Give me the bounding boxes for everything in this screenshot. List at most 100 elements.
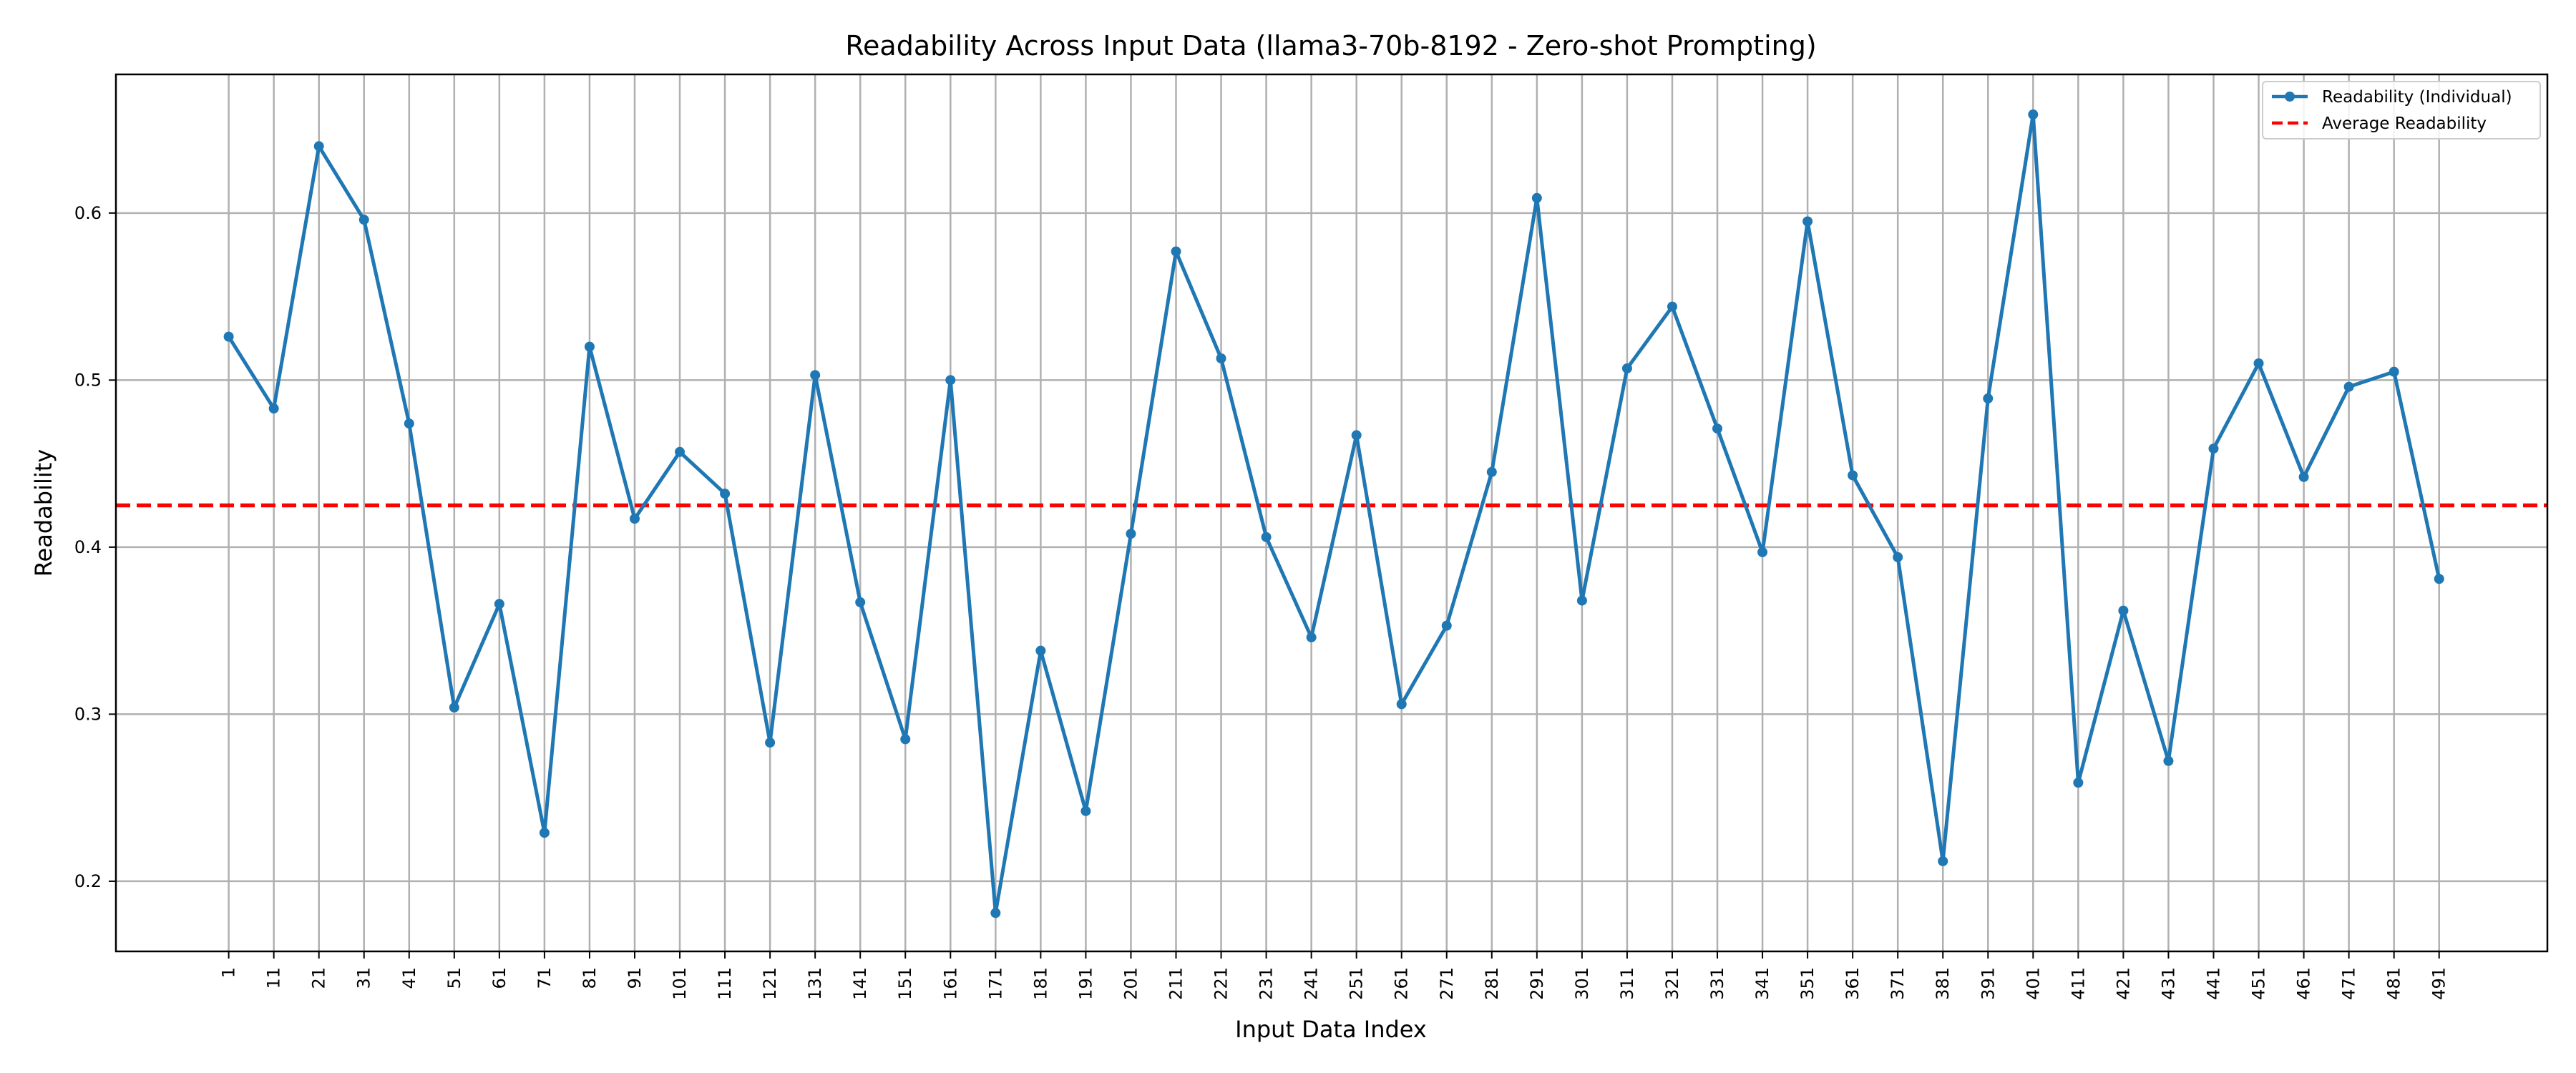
data-point xyxy=(494,599,504,609)
data-point xyxy=(990,908,1001,918)
legend-label-average: Average Readability xyxy=(2322,114,2487,133)
data-point xyxy=(584,341,595,352)
data-point xyxy=(1306,632,1317,642)
data-point xyxy=(1441,620,1452,631)
data-point xyxy=(1621,363,1632,374)
x-tick-label: 201 xyxy=(1121,967,1141,1000)
legend: Readability (Individual) Average Readabi… xyxy=(2262,81,2541,139)
x-axis-label: Input Data Index xyxy=(1235,1016,1427,1043)
data-point xyxy=(2028,109,2039,120)
data-point xyxy=(1396,699,1407,710)
data-point xyxy=(2343,381,2354,392)
x-tick-label: 431 xyxy=(2158,967,2178,1000)
legend-box xyxy=(2262,81,2541,139)
y-tick-label: 0.6 xyxy=(74,203,102,223)
x-tick-label: 331 xyxy=(1707,967,1727,1000)
y-tick-label: 0.2 xyxy=(74,871,102,891)
x-tick-label: 141 xyxy=(850,967,870,1000)
readability-series-line xyxy=(227,112,2441,915)
data-point xyxy=(2073,778,2084,788)
x-tick-label: 451 xyxy=(2249,967,2269,1000)
x-tick-label: 301 xyxy=(1572,967,1592,1000)
data-point xyxy=(2298,471,2309,482)
data-point xyxy=(1035,645,1046,656)
data-point xyxy=(268,403,279,414)
data-point xyxy=(1712,423,1723,434)
data-point xyxy=(765,738,776,748)
x-tick-label: 371 xyxy=(1888,967,1908,1000)
x-tick-label: 341 xyxy=(1752,967,1772,1000)
x-tick-label: 31 xyxy=(354,967,374,989)
data-point xyxy=(2434,574,2444,584)
data-point xyxy=(1983,393,1994,404)
x-tick-label: 131 xyxy=(805,967,825,1000)
data-point xyxy=(900,734,911,745)
data-point xyxy=(1938,856,1948,866)
x-tick-label: 291 xyxy=(1527,967,1547,1000)
x-tick-label: 251 xyxy=(1347,967,1367,1000)
x-tick-label: 311 xyxy=(1617,967,1637,1000)
data-point xyxy=(2163,755,2174,766)
x-tick-label: 191 xyxy=(1075,967,1096,1000)
x-tick-label: 231 xyxy=(1257,967,1277,1000)
x-tick-label: 351 xyxy=(1797,967,1818,1000)
data-point xyxy=(810,370,821,381)
y-tick-label: 0.3 xyxy=(74,704,102,724)
data-point xyxy=(449,702,459,713)
x-tick-label: 91 xyxy=(625,967,645,989)
legend-marker-individual xyxy=(2285,92,2295,102)
x-tick-label: 421 xyxy=(2113,967,2133,1000)
x-tick-label: 61 xyxy=(489,967,509,989)
data-point xyxy=(2208,444,2219,454)
data-point xyxy=(1848,470,1858,481)
x-tick-label: 271 xyxy=(1437,967,1457,1000)
data-point xyxy=(1576,595,1587,606)
data-point xyxy=(1216,353,1226,363)
data-point xyxy=(223,331,234,342)
x-tick-label: 391 xyxy=(1978,967,1998,1000)
y-tick-label: 0.4 xyxy=(74,537,102,557)
x-tick-label: 81 xyxy=(580,967,600,989)
x-tick-label: 21 xyxy=(309,967,329,989)
x-tick-label: 461 xyxy=(2294,967,2314,1000)
data-point xyxy=(1351,430,1362,441)
x-tick-label: 121 xyxy=(760,967,780,1000)
x-tick-label: 241 xyxy=(1302,967,1322,1000)
x-tick-label: 71 xyxy=(535,967,555,989)
y-axis-ticks: 0.2 0.3 0.4 0.5 0.6 xyxy=(74,203,116,891)
data-point xyxy=(2118,605,2129,616)
data-point xyxy=(1171,246,1181,257)
data-point xyxy=(675,446,686,457)
x-tick-label: 361 xyxy=(1843,967,1863,1000)
data-point xyxy=(1757,547,1768,557)
y-tick-label: 0.5 xyxy=(74,370,102,390)
x-tick-label: 261 xyxy=(1392,967,1412,1000)
x-tick-label: 411 xyxy=(2068,967,2088,1000)
x-tick-label: 401 xyxy=(2023,967,2043,1000)
data-point xyxy=(2389,366,2399,377)
data-point xyxy=(945,375,956,386)
x-tick-label: 111 xyxy=(715,967,735,1000)
x-tick-label: 211 xyxy=(1166,967,1186,1000)
x-axis-ticks: 1 11 21 31 41 51 61 71 81 91 101 111 121 131 141 151 161… xyxy=(219,951,2449,1000)
x-tick-label: 11 xyxy=(264,967,284,989)
data-point xyxy=(2253,358,2264,368)
data-point xyxy=(1893,552,1903,562)
data-point xyxy=(1667,301,1677,312)
grid-lines xyxy=(116,74,2547,951)
x-tick-label: 481 xyxy=(2384,967,2404,1000)
x-tick-label: 101 xyxy=(670,967,690,1000)
x-tick-label: 51 xyxy=(444,967,464,989)
data-point xyxy=(1126,529,1136,539)
x-tick-label: 161 xyxy=(940,967,960,1000)
data-point xyxy=(404,418,414,429)
chart-title: Readability Across Input Data (llama3-70… xyxy=(845,30,1816,62)
data-point xyxy=(1802,216,1813,227)
data-point xyxy=(313,141,324,152)
data-point xyxy=(1531,192,1542,203)
x-tick-label: 491 xyxy=(2429,967,2449,1000)
x-tick-label: 41 xyxy=(399,967,419,989)
x-tick-label: 321 xyxy=(1662,967,1682,1000)
data-point xyxy=(720,489,731,499)
